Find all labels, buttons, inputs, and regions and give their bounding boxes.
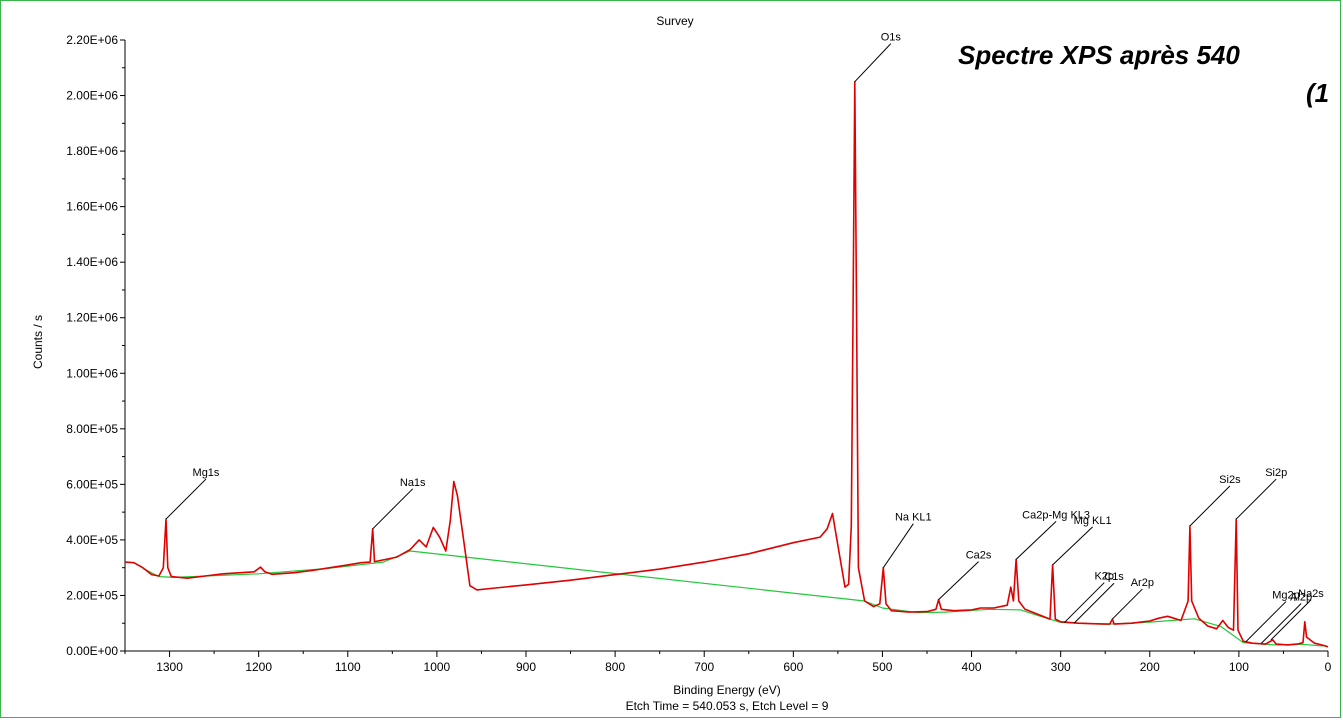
annotation-leader — [1235, 478, 1277, 520]
annotation-leader — [1052, 526, 1093, 566]
annotation-leader — [1015, 520, 1057, 560]
x-tick-label: 800 — [605, 660, 625, 674]
peak-label: O1s — [881, 32, 902, 44]
annotation-leader — [938, 561, 979, 600]
x-axis-label: Binding Energy (eV) — [673, 683, 780, 697]
peak-label: K2p — [1094, 571, 1114, 583]
annotation-leader — [1270, 599, 1312, 641]
overlay-title-line2: (1 — [1306, 78, 1330, 108]
peak-label: Mg1s — [193, 467, 220, 479]
peak-label: C1s — [1104, 571, 1124, 583]
x-tick-label: 1000 — [424, 660, 451, 674]
y-tick-label: 1.80E+06 — [66, 144, 118, 158]
y-axis: 0.00E+00 2.00E+05 4.00E+05 6.00E+05 8.00E+05… — [66, 33, 126, 658]
annotation-leader — [372, 488, 414, 530]
x-axis: 1300 1200 1100 1000 900 800 700 600 500 400 300 200… — [124, 650, 1332, 674]
annotation-leader — [854, 43, 892, 83]
x-tick-label: 1200 — [245, 660, 272, 674]
spectrum-line — [124, 80, 1329, 648]
peak-label: Na2s — [1298, 588, 1324, 600]
annotation-leader — [1245, 601, 1287, 642]
overlay-title-line1: Spectre XPS après 540 — [958, 40, 1240, 70]
y-tick-label: 4.00E+05 — [66, 533, 118, 547]
annotation-leader — [1111, 588, 1143, 620]
x-tick-label: 700 — [694, 660, 714, 674]
x-tick-label: 900 — [516, 660, 536, 674]
annotation-leader — [1063, 582, 1105, 624]
y-tick-label: 8.00E+05 — [66, 422, 118, 436]
series-layer — [124, 80, 1329, 648]
x-tick-label: 500 — [872, 660, 892, 674]
annotation-leader — [882, 523, 914, 568]
x-tick-label: 600 — [783, 660, 803, 674]
y-tick-label: 6.00E+05 — [66, 477, 118, 491]
peak-label: Si2s — [1219, 474, 1241, 486]
peak-label: Na KL1 — [895, 512, 932, 524]
y-tick-label: 2.20E+06 — [66, 33, 118, 47]
annotation-leader — [1073, 582, 1115, 624]
y-axis-label: Counts / s — [31, 315, 45, 369]
y-tick-label: 2.00E+05 — [66, 588, 118, 602]
annotation-leader — [1260, 603, 1302, 644]
x-tick-label: 200 — [1140, 660, 1160, 674]
x-tick-label: 0 — [1325, 660, 1332, 674]
peak-label: Al2p — [1290, 592, 1312, 604]
background-line — [142, 550, 1324, 647]
chart-subtitle: Etch Time = 540.053 s, Etch Level = 9 — [626, 699, 829, 713]
y-tick-label: 1.40E+06 — [66, 255, 118, 269]
x-tick-label: 300 — [1051, 660, 1071, 674]
peak-label: Mg KL1 — [1074, 515, 1112, 527]
x-tick-label: 400 — [962, 660, 982, 674]
y-tick-label: 1.60E+06 — [66, 200, 118, 214]
x-tick-label: 100 — [1229, 660, 1249, 674]
peak-label: Ca2p-Mg KL3 — [1022, 509, 1090, 521]
x-tick-label: 1100 — [335, 660, 361, 674]
y-tick-label: 1.20E+06 — [66, 311, 118, 325]
x-tick-label: 1300 — [156, 660, 183, 674]
peak-label: Na1s — [400, 477, 426, 489]
annotation-leader — [1189, 485, 1231, 527]
peak-label: Si2p — [1265, 467, 1287, 479]
peak-label: Mg2p — [1272, 590, 1300, 602]
chart-title: Survey — [656, 14, 693, 28]
y-tick-label: 0.00E+00 — [66, 644, 118, 658]
annotation-leader — [165, 478, 207, 520]
peak-label: Ca2s — [966, 550, 992, 562]
y-tick-label: 2.00E+06 — [66, 89, 118, 103]
peak-label: Ar2p — [1131, 577, 1154, 589]
y-tick-label: 1.00E+06 — [66, 366, 118, 380]
